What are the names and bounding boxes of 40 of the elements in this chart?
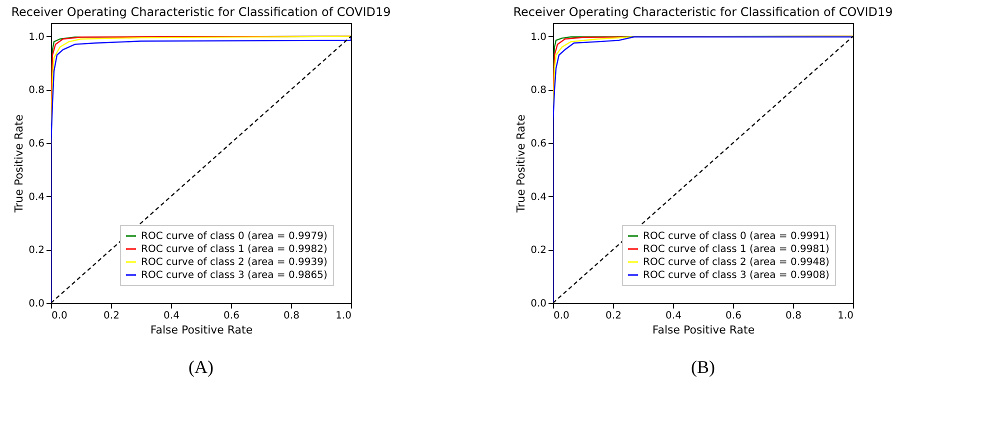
- y-tick-label: 0.0: [28, 298, 44, 310]
- y-tick-label: 0.2: [28, 245, 44, 256]
- legend-label: ROC curve of class 2 (area = 0.9948): [643, 257, 830, 268]
- x-tick-label: 0.8: [284, 310, 300, 322]
- y-tick-label: 0.8: [530, 85, 546, 96]
- x-tick-label: 1.0: [336, 310, 352, 322]
- y-tick-label: 0.0: [530, 298, 546, 310]
- chart-title: Receiver Operating Characteristic for Classification of COVID19: [513, 5, 893, 19]
- legend-label: ROC curve of class 1 (area = 0.9982): [141, 244, 328, 255]
- x-tick-label: 0.2: [104, 310, 120, 322]
- y-axis-title: True Positive Rate: [514, 114, 528, 214]
- x-tick-label: 0.0: [52, 310, 68, 322]
- y-tick-label: 0.4: [28, 192, 44, 203]
- legend-label: ROC curve of class 0 (area = 0.9979): [141, 231, 328, 242]
- y-tick-label: 0.6: [530, 138, 546, 150]
- legend-label: ROC curve of class 3 (area = 0.9908): [643, 270, 830, 281]
- x-tick-label: 0.4: [666, 310, 682, 322]
- x-axis-title: False Positive Rate: [652, 324, 755, 336]
- y-tick-label: 1.0: [28, 32, 44, 43]
- legend-label: ROC curve of class 3 (area = 0.9865): [141, 270, 328, 281]
- chart-title: Receiver Operating Characteristic for Classification of COVID19: [11, 5, 391, 19]
- text: (A): [188, 357, 214, 377]
- legend-label: ROC curve of class 2 (area = 0.9939): [141, 257, 328, 268]
- y-tick-label: 1.0: [530, 32, 546, 43]
- x-axis-title: False Positive Rate: [150, 324, 253, 336]
- x-tick-label: 0.6: [726, 310, 742, 322]
- x-tick-label: 0.2: [606, 310, 622, 322]
- y-axis-title: True Positive Rate: [12, 114, 26, 214]
- x-tick-label: 0.0: [554, 310, 570, 322]
- y-tick-label: 0.2: [530, 245, 546, 256]
- y-tick-label: 0.8: [28, 85, 44, 96]
- y-tick-label: 0.4: [530, 192, 546, 203]
- legend-label: ROC curve of class 1 (area = 0.9981): [643, 244, 830, 255]
- text: (B): [691, 357, 715, 377]
- x-tick-label: 1.0: [838, 310, 854, 322]
- y-tick-label: 0.6: [28, 138, 44, 150]
- legend-label: ROC curve of class 0 (area = 0.9991): [643, 231, 830, 242]
- x-tick-label: 0.6: [224, 310, 240, 322]
- x-tick-label: 0.4: [164, 310, 180, 322]
- x-tick-label: 0.8: [786, 310, 802, 322]
